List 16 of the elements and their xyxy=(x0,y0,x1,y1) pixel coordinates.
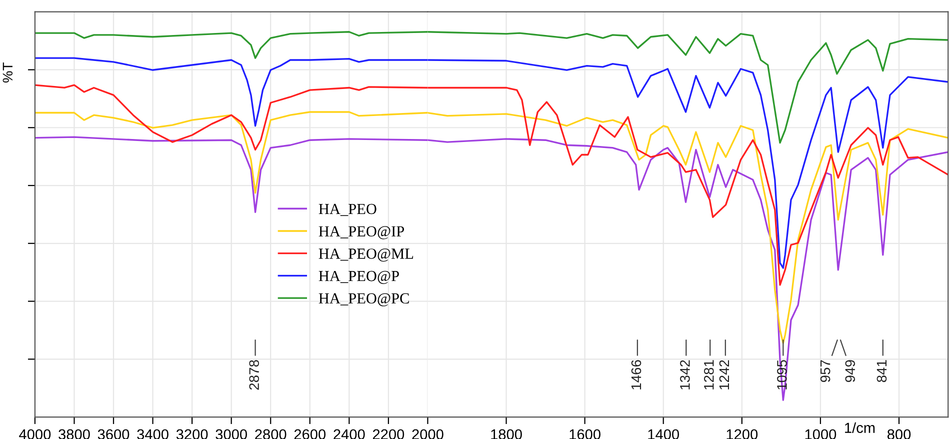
annotation: 957 xyxy=(820,360,830,382)
y-axis-title: %T xyxy=(2,62,13,83)
legend-label: HA_PEO xyxy=(318,204,376,216)
annotation: 2878 xyxy=(249,360,260,390)
legend-label: HA_PEO@P xyxy=(318,270,399,284)
annotation: 1342 xyxy=(680,360,690,390)
annotation: 949 xyxy=(845,360,856,382)
annotation: 841 xyxy=(876,360,887,382)
annotation: 1466 xyxy=(631,360,642,390)
annotation: 1242 xyxy=(719,360,730,390)
x-axis-title: 1/cm xyxy=(845,422,875,434)
legend-label: HA_PEO@IP xyxy=(318,226,404,240)
annotation: 1095 xyxy=(777,360,787,390)
legend-label: HA_PEO@ML xyxy=(318,248,414,262)
annotation: 1281 xyxy=(704,360,714,390)
legend-label: HA_PEO@PC xyxy=(318,293,409,306)
